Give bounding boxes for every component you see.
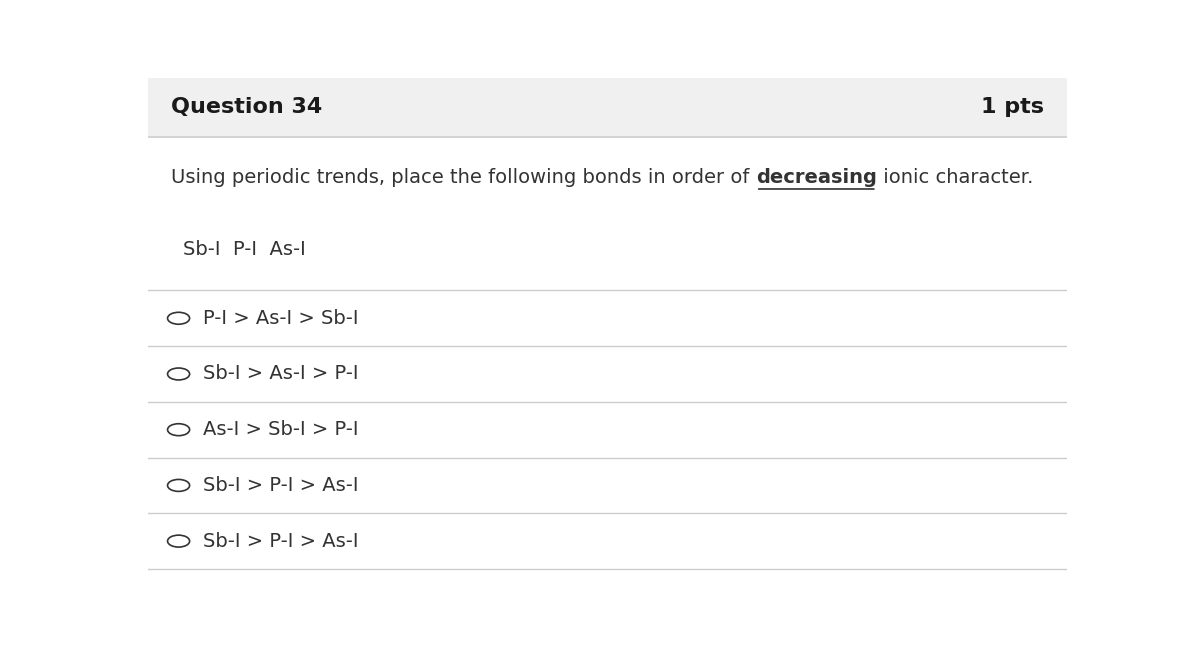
Text: Sb-I > P-I > As-I: Sb-I > P-I > As-I <box>204 476 359 495</box>
Text: Using periodic trends, place the following bonds in order of: Using periodic trends, place the followi… <box>171 167 755 187</box>
Text: ionic character.: ionic character. <box>876 167 1033 187</box>
Text: decreasing: decreasing <box>755 167 876 187</box>
Text: P-I > As-I > Sb-I: P-I > As-I > Sb-I <box>204 309 359 328</box>
Text: As-I > Sb-I > P-I: As-I > Sb-I > P-I <box>204 420 359 439</box>
Text: Sb-I > P-I > As-I: Sb-I > P-I > As-I <box>204 532 359 550</box>
Text: Question 34: Question 34 <box>171 98 323 118</box>
Text: 1 pts: 1 pts <box>982 98 1045 118</box>
Text: Sb-I  P-I  As-I: Sb-I P-I As-I <box>183 240 306 258</box>
Text: Sb-I > As-I > P-I: Sb-I > As-I > P-I <box>204 364 359 384</box>
FancyBboxPatch shape <box>148 78 1067 137</box>
